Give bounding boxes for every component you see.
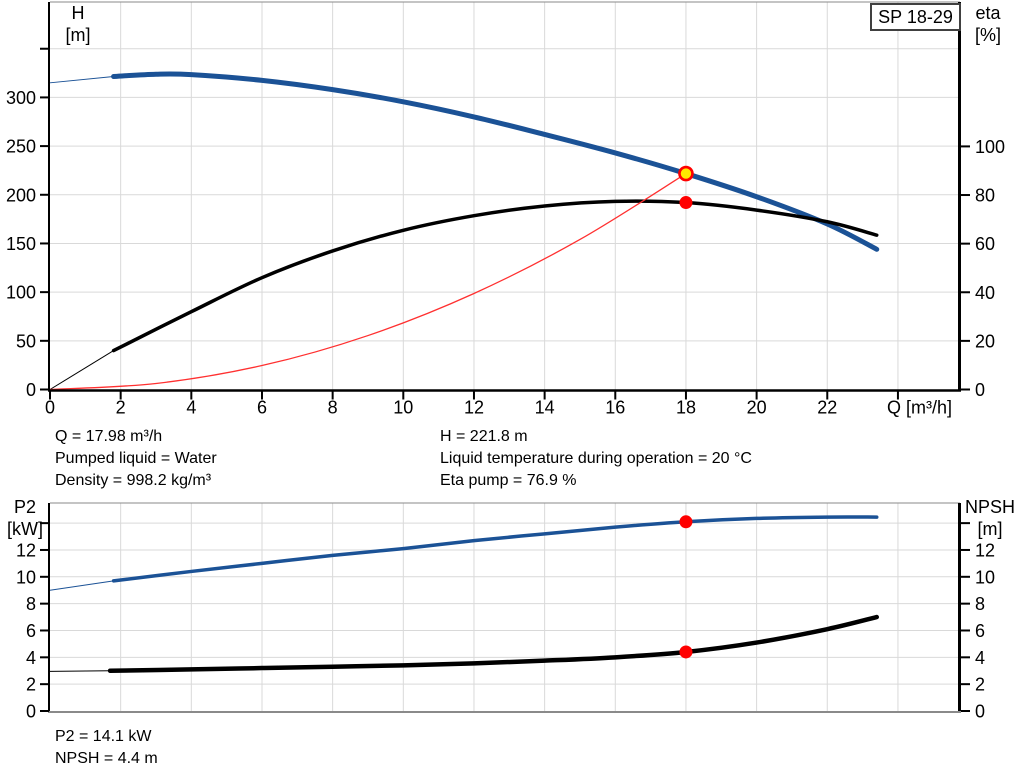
pump-model-label: SP 18-29 <box>878 6 953 27</box>
left-tick-label: 150 <box>6 234 36 254</box>
x-tick-label: 2 <box>116 398 126 418</box>
head-curve <box>111 71 880 252</box>
left-tick-label: 10 <box>16 567 36 587</box>
annotation-p2: P2 = 14.1 kW <box>55 728 152 745</box>
right-tick-label: 20 <box>975 331 995 351</box>
right-tick-label: 6 <box>975 621 985 641</box>
right-tick-label: 100 <box>975 137 1005 157</box>
right-tick-label: 40 <box>975 283 995 303</box>
p2-curve <box>111 515 879 583</box>
duty-point-efficiency <box>679 196 693 210</box>
x-tick-label: 6 <box>257 398 267 418</box>
left-tick-label: 200 <box>6 185 36 205</box>
x-tick-label: 14 <box>535 398 555 418</box>
right-axis-title: [m] <box>978 519 1003 539</box>
annotation-npsh: NPSH = 4.4 m <box>55 750 158 767</box>
x-tick-label: 16 <box>605 398 625 418</box>
annotation-eta: Eta pump = 76.9 % <box>440 472 577 489</box>
duty-point-head <box>678 165 694 182</box>
x-tick-label: 22 <box>817 398 837 418</box>
right-tick-label: 2 <box>975 675 985 695</box>
annotation-liquid: Pumped liquid = Water <box>55 450 217 467</box>
duty-point-npsh <box>679 645 693 659</box>
x-axis-title: Q [m³/h] <box>887 398 952 418</box>
left-tick-label: 300 <box>6 88 36 108</box>
x-tick-label: 18 <box>676 398 696 418</box>
left-tick-label: 6 <box>26 621 36 641</box>
left-axis-title: [m] <box>66 25 91 45</box>
right-tick-label: 0 <box>975 380 985 400</box>
x-tick-label: 10 <box>393 398 413 418</box>
left-tick-label: 12 <box>16 540 36 560</box>
p2-curve-thin <box>49 580 114 591</box>
right-tick-label: 12 <box>975 540 995 560</box>
right-tick-label: 0 <box>975 702 985 722</box>
left-axis-title: [kW] <box>7 519 43 539</box>
right-tick-label: 80 <box>975 186 995 206</box>
left-tick-label: 0 <box>26 380 36 400</box>
left-axis-title: H <box>72 3 85 23</box>
pump-model-box: SP 18-29 <box>870 3 961 31</box>
annotation-head: H = 221.8 m <box>440 428 528 445</box>
duty-point-p2 <box>679 515 693 529</box>
right-axis-title: eta <box>975 3 1001 23</box>
efficiency-curve-thin <box>49 350 114 390</box>
right-axis-title: [%] <box>975 25 1001 45</box>
hq-eta-chart: 0 50 100 150 200 250 300 0 20 40 60 80 100 0 2 4 6 8 10 12 1… <box>6 1 1005 418</box>
p2-npsh-chart: 0 2 4 6 8 10 12 0 2 4 6 8 10 12 P2[kW] NPSH[m] <box>7 497 1015 722</box>
annotation-flow: Q = 17.98 m³/h <box>55 428 163 445</box>
x-tick-label: 0 <box>45 398 55 418</box>
head-curve-thin <box>49 75 114 84</box>
left-tick-label: 100 <box>6 283 36 303</box>
left-tick-label: 0 <box>26 702 36 722</box>
left-tick-label: 4 <box>26 648 36 668</box>
right-tick-label: 8 <box>975 594 985 614</box>
right-tick-label: 60 <box>975 234 995 254</box>
right-axis-title: NPSH <box>965 497 1015 517</box>
system-curve <box>49 173 687 391</box>
npsh-curve-thin <box>49 670 111 672</box>
left-tick-label: 2 <box>26 675 36 695</box>
right-tick-label: 10 <box>975 567 995 587</box>
efficiency-curve <box>111 199 879 353</box>
x-tick-label: 12 <box>464 398 484 418</box>
left-tick-label: 50 <box>16 331 36 351</box>
annotation-density: Density = 998.2 kg/m³ <box>55 472 212 489</box>
npsh-curve <box>107 614 879 673</box>
annotation-temperature: Liquid temperature during operation = 20… <box>440 450 752 467</box>
x-tick-label: 20 <box>747 398 767 418</box>
left-axis-title: P2 <box>14 497 36 517</box>
right-tick-label: 4 <box>975 648 985 668</box>
x-tick-label: 4 <box>186 398 196 418</box>
left-tick-label: 8 <box>26 594 36 614</box>
x-tick-label: 8 <box>328 398 338 418</box>
left-tick-label: 250 <box>6 137 36 157</box>
